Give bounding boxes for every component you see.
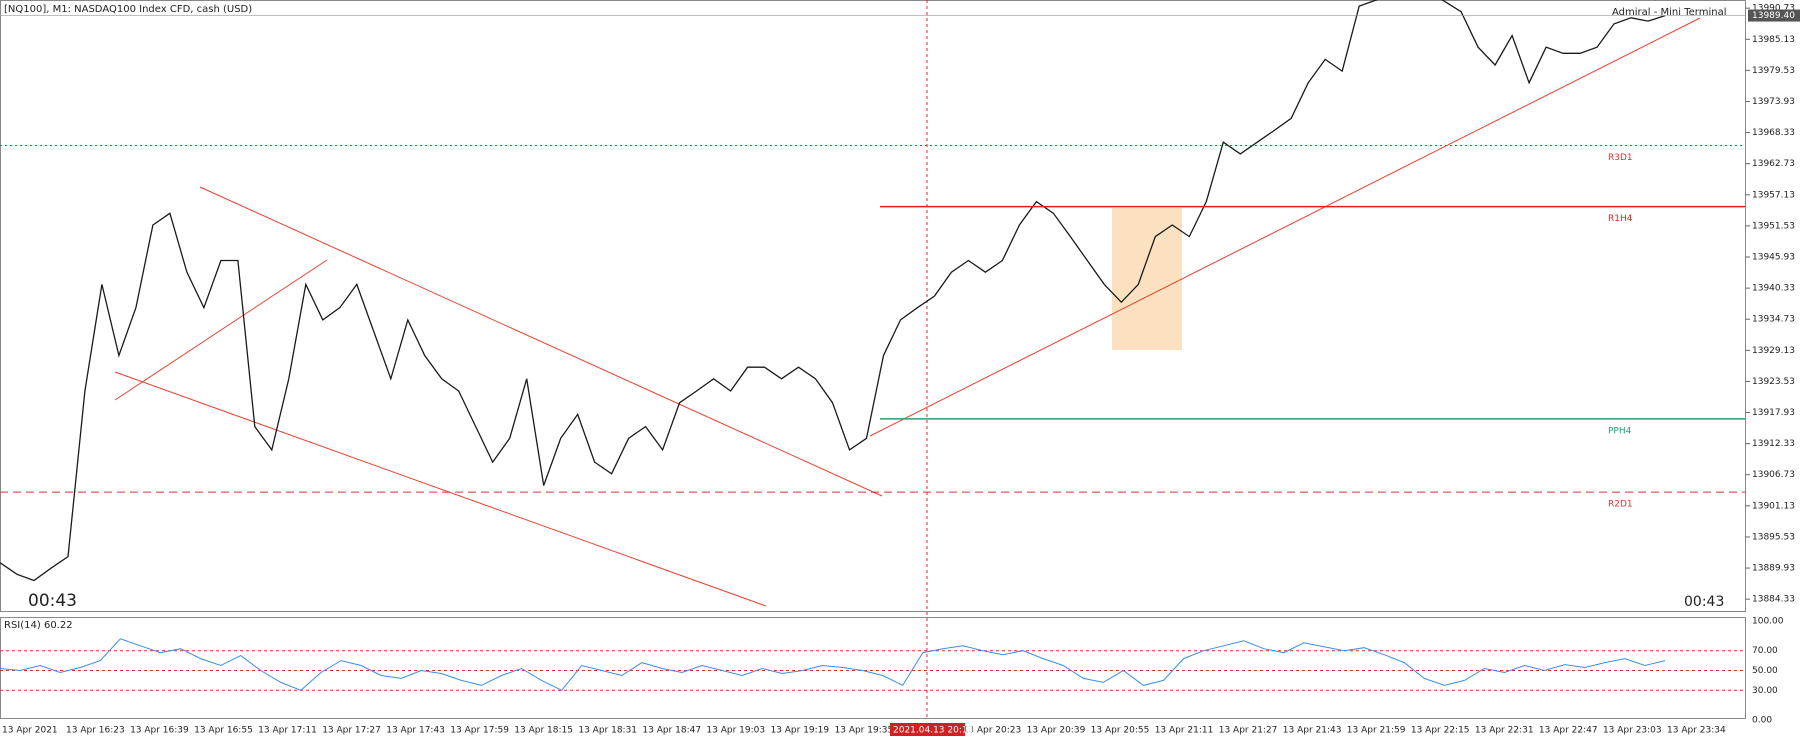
- x-tick-label: 13 Apr 19:35: [835, 726, 894, 736]
- y-tick-label: 13979.53: [1752, 66, 1795, 76]
- rsi-tick-label: 0.00: [1752, 716, 1772, 726]
- crosshair-time-box: [890, 723, 965, 736]
- x-tick-label: 13 Apr 2021: [2, 726, 58, 736]
- y-tick-label: 13901.13: [1752, 501, 1795, 511]
- rsi-title: RSI(14) 60.22: [4, 620, 73, 631]
- x-tick-label: 13 Apr 21:11: [1155, 726, 1214, 736]
- y-tick-label: 13962.73: [1752, 159, 1795, 169]
- y-tick-label: 13990.73: [1752, 4, 1795, 14]
- level-label: R2D1: [1608, 500, 1633, 510]
- x-tick-label: 13 Apr 21:27: [1219, 726, 1278, 736]
- y-tick-label: 13895.53: [1752, 532, 1795, 542]
- x-tick-label: 13 Apr 19:03: [706, 726, 765, 736]
- rsi-tick-label: 50.00: [1752, 666, 1778, 676]
- x-tick-label: 13 Apr 22:15: [1411, 726, 1470, 736]
- x-tick-label: 13 Apr 22:47: [1539, 726, 1598, 736]
- current-price-box: [1748, 9, 1800, 22]
- mini-terminal-label[interactable]: Admiral - Mini Terminal: [1612, 7, 1726, 18]
- x-tick-label: 13 Apr 20:39: [1027, 726, 1086, 736]
- x-tick-label: 13 Apr 17:11: [258, 726, 317, 736]
- level-label: PPH4: [1608, 426, 1632, 436]
- x-tick-label: 13 Apr 18:31: [578, 726, 637, 736]
- x-tick-label: 13 Apr 19:19: [770, 726, 829, 736]
- x-tick-label: 13 Apr 23:03: [1603, 726, 1662, 736]
- level-label: R1H4: [1608, 214, 1633, 224]
- x-tick-label: 13 Apr 16:39: [130, 726, 189, 736]
- rsi-tick-label: 30.00: [1752, 686, 1778, 696]
- x-tick-label: 13 Apr 17:27: [322, 726, 381, 736]
- timer-right: 00:43: [1684, 594, 1724, 610]
- rsi-line: [0, 638, 1666, 691]
- x-tick-label: 13 Apr 16:55: [194, 726, 253, 736]
- x-tick-label: 13 Apr 21:59: [1347, 726, 1406, 736]
- main-panel: [0, 0, 1746, 612]
- y-tick-label: 13912.33: [1752, 439, 1795, 449]
- y-tick-label: 13968.33: [1752, 128, 1795, 138]
- x-tick-label: 13 Apr 17:43: [386, 726, 445, 736]
- y-tick-label: 13951.53: [1752, 221, 1795, 231]
- x-tick-label: 13 Apr 23:34: [1667, 726, 1726, 736]
- y-tick-label: 13906.73: [1752, 470, 1795, 480]
- highlight-box: [1112, 208, 1182, 350]
- y-tick-label: 13957.13: [1752, 190, 1795, 200]
- chart-header: [NQ100], M1: NASDAQ100 Index CFD, cash (…: [4, 4, 252, 15]
- x-tick-label: 13 Apr 20:55: [1091, 726, 1150, 736]
- y-tick-label: 13973.93: [1752, 97, 1795, 107]
- current-price-label: 13989.40: [1752, 11, 1795, 21]
- x-tick-label: 13 Apr 17:59: [450, 726, 509, 736]
- price-line: [0, 0, 1666, 582]
- y-tick-label: 13945.93: [1752, 253, 1795, 263]
- y-tick-label: 13940.33: [1752, 284, 1795, 294]
- y-tick-label: 13917.93: [1752, 408, 1795, 418]
- crosshair-time: 2021.04.13 20:13: [893, 726, 973, 736]
- x-tick-label: 13 Apr 22:31: [1475, 726, 1534, 736]
- x-tick-label: 13 Apr 20:23: [963, 726, 1022, 736]
- x-tick-label: 13 Apr 21:43: [1283, 726, 1342, 736]
- y-tick-label: 13934.73: [1752, 315, 1795, 325]
- x-tick-label: 13 Apr 18:47: [642, 726, 701, 736]
- y-tick-label: 13889.93: [1752, 564, 1795, 574]
- x-tick-label: 13 Apr 16:23: [66, 726, 125, 736]
- y-tick-label: 13923.53: [1752, 377, 1795, 387]
- timer-left: 00:43: [28, 591, 77, 611]
- level-label: R3D1: [1608, 153, 1633, 163]
- rsi-tick-label: 100.00: [1752, 617, 1784, 627]
- y-tick-label: 13884.33: [1752, 595, 1795, 605]
- x-tick-label: 13 Apr 18:15: [514, 726, 573, 736]
- y-tick-label: 13929.13: [1752, 346, 1795, 356]
- y-tick-label: 13985.13: [1752, 35, 1795, 45]
- trend-lines: [114, 17, 1701, 607]
- rsi-panel: [0, 617, 1746, 719]
- rsi-tick-label: 70.00: [1752, 646, 1778, 656]
